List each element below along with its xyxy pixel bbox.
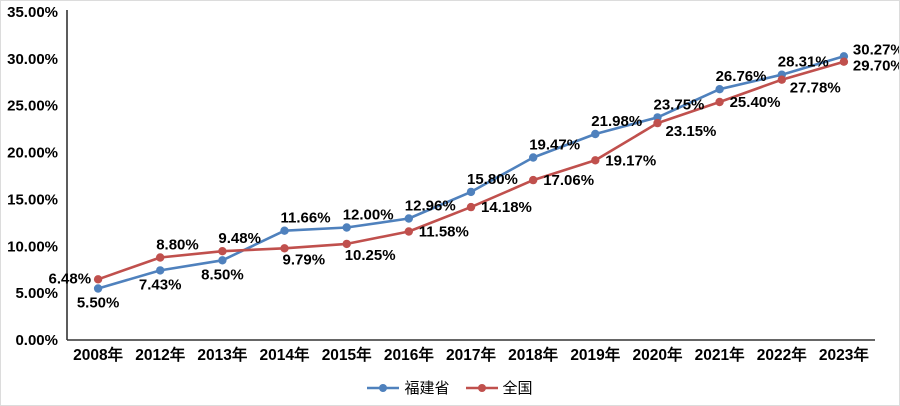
- data-point: [404, 214, 413, 223]
- x-tick-label: 2012年: [135, 345, 185, 364]
- data-point: [93, 275, 103, 284]
- data-point: [280, 226, 289, 235]
- x-tick-label: 2013年: [197, 345, 247, 364]
- data-label: 19.47%: [529, 137, 580, 154]
- data-label: 8.80%: [156, 237, 199, 254]
- legend-marker-fujian-icon: [367, 383, 400, 392]
- y-tick-label: 10.00%: [7, 238, 58, 255]
- data-point: [591, 156, 600, 165]
- x-tick-label: 2021年: [695, 345, 745, 364]
- x-tick-label: 2017年: [446, 345, 496, 364]
- data-label: 30.27%: [853, 41, 900, 58]
- data-label: 9.79%: [283, 251, 326, 268]
- data-point: [404, 227, 413, 236]
- y-tick-label: 30.00%: [7, 51, 58, 68]
- y-tick-label: 0.00%: [15, 332, 58, 349]
- x-tick-label: 2014年: [260, 345, 310, 364]
- y-tick-label: 5.00%: [15, 285, 58, 302]
- legend: 福建省 全国: [1, 377, 899, 398]
- x-tick-label: 2019年: [570, 345, 620, 364]
- legend-item-national: 全国: [465, 377, 533, 398]
- data-label: 29.70%: [853, 58, 900, 75]
- data-label: 23.75%: [654, 96, 705, 113]
- data-label: 11.66%: [281, 210, 331, 227]
- data-point: [342, 223, 351, 232]
- legend-label-fujian: 福建省: [404, 380, 450, 397]
- data-point: [156, 266, 165, 275]
- data-point: [529, 153, 538, 162]
- x-tick-label: 2018年: [508, 345, 558, 364]
- y-tick-label: 25.00%: [7, 98, 58, 115]
- x-tick-label: 2008年: [73, 345, 123, 364]
- data-point: [218, 256, 227, 265]
- data-label: 19.17%: [605, 152, 656, 169]
- data-point: [653, 118, 662, 128]
- data-label: 12.96%: [405, 198, 456, 215]
- data-label: 8.50%: [201, 266, 244, 283]
- data-point: [280, 244, 289, 253]
- data-label: 21.98%: [591, 113, 642, 130]
- data-point: [466, 202, 476, 212]
- x-tick-label: 2015年: [322, 345, 372, 364]
- data-point: [342, 239, 351, 249]
- data-point: [156, 253, 165, 262]
- x-tick-label: 2016年: [384, 345, 434, 364]
- legend-item-fujian: 福建省: [367, 377, 450, 398]
- data-point: [218, 247, 227, 256]
- y-tick-label: 35.00%: [7, 4, 58, 21]
- x-tick-label: 2022年: [757, 345, 807, 364]
- data-point: [529, 175, 538, 185]
- data-point: [93, 284, 103, 293]
- data-label: 28.31%: [778, 54, 829, 71]
- data-point: [839, 57, 849, 66]
- data-label: 26.76%: [716, 68, 767, 85]
- data-label: 27.78%: [790, 80, 841, 97]
- data-label: 7.43%: [139, 276, 182, 293]
- data-point: [715, 85, 724, 94]
- data-point: [777, 75, 786, 84]
- data-label: 9.48%: [218, 230, 261, 247]
- data-point: [715, 97, 724, 107]
- data-label: 15.80%: [467, 171, 518, 188]
- y-tick-label: 20.00%: [7, 145, 58, 162]
- legend-label-national: 全国: [502, 380, 533, 397]
- data-label: 6.48%: [49, 270, 92, 287]
- data-label: 25.40%: [730, 94, 781, 111]
- data-label: 12.00%: [343, 207, 394, 224]
- data-label: 17.06%: [543, 172, 594, 189]
- data-point: [591, 129, 600, 139]
- y-tick-label: 15.00%: [7, 191, 58, 208]
- legend-marker-national-icon: [465, 383, 498, 392]
- data-point: [466, 187, 476, 197]
- data-label: 14.18%: [481, 199, 532, 216]
- x-tick-label: 2023年: [819, 345, 869, 364]
- data-label: 23.15%: [666, 123, 717, 140]
- data-label: 5.50%: [77, 295, 120, 312]
- data-label: 10.25%: [345, 247, 396, 264]
- data-label: 11.58%: [419, 224, 469, 241]
- x-tick-label: 2020年: [632, 345, 682, 364]
